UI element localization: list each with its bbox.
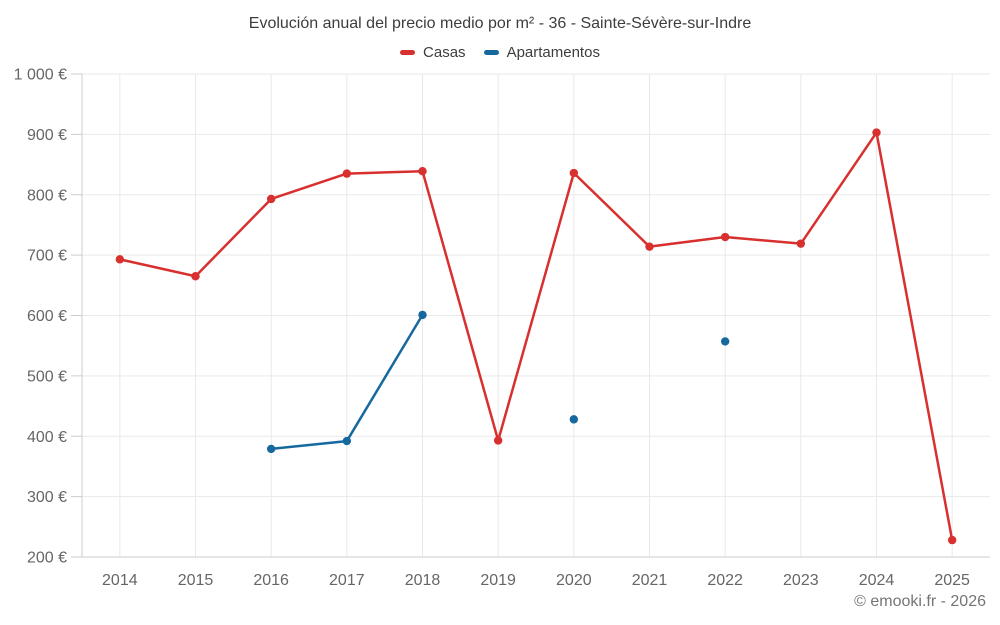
y-tick-label: 700 €: [27, 248, 67, 265]
legend-item-apartamentos[interactable]: Apartamentos: [483, 44, 600, 61]
series: [115, 128, 957, 545]
casas-series-swatch-icon: [400, 50, 416, 55]
series-apartamentos: [266, 310, 730, 454]
point-casas-2015[interactable]: [191, 272, 200, 281]
point-casas-2017[interactable]: [342, 169, 352, 178]
gridlines: [82, 73, 990, 557]
apartamentos-series-swatch-icon: [483, 50, 499, 55]
point-apartamentos-2020[interactable]: [569, 415, 579, 424]
legend-item-label: Casas: [423, 44, 466, 61]
y-tick-label: 200 €: [27, 550, 67, 567]
axes: [71, 73, 990, 558]
x-tick-label: 2019: [480, 572, 516, 589]
x-tick-label: 2018: [405, 572, 441, 589]
y-tick-label: 900 €: [27, 127, 67, 144]
point-apartamentos-2018[interactable]: [418, 310, 427, 320]
chart-legend: Casas Apartamentos: [0, 44, 1000, 61]
legend-item-label: Apartamentos: [506, 44, 600, 61]
x-tick-label: 2024: [859, 572, 895, 589]
point-casas-2020[interactable]: [569, 168, 579, 178]
x-tick-label: 2014: [102, 572, 138, 589]
legend-item-casas[interactable]: Casas: [400, 44, 466, 61]
point-apartamentos-2016[interactable]: [266, 444, 276, 454]
y-tick-label: 800 €: [27, 187, 67, 204]
x-tick-label: 2016: [253, 572, 289, 589]
point-casas-2022[interactable]: [720, 232, 730, 242]
point-casas-2023[interactable]: [796, 239, 806, 248]
y-tick-label: 300 €: [27, 489, 67, 506]
point-apartamentos-2022[interactable]: [720, 337, 730, 346]
point-casas-2025[interactable]: [947, 535, 957, 545]
point-casas-2016[interactable]: [266, 194, 276, 204]
point-apartamentos-2017[interactable]: [342, 436, 352, 446]
y-tick-label: 400 €: [27, 429, 67, 446]
chart-credit: © emooki.fr - 2026: [854, 593, 986, 610]
chart-title: Evolución anual del precio medio por m² …: [248, 15, 752, 32]
axis-labels: 200 € 300 € 400 € 500 € 600 € 700 € 800 € 900 €…: [14, 67, 970, 590]
point-casas-2018[interactable]: [418, 167, 427, 176]
x-tick-label: 2021: [632, 572, 668, 589]
x-tick-label: 2020: [556, 572, 592, 589]
x-tick-label: 2023: [783, 572, 819, 589]
point-casas-2014[interactable]: [115, 255, 125, 264]
point-casas-2024[interactable]: [872, 128, 881, 137]
series-casas: [115, 128, 957, 545]
point-casas-2019[interactable]: [493, 436, 503, 445]
y-tick-label: 1 000 €: [14, 67, 67, 84]
y-tick-label: 500 €: [27, 368, 67, 385]
x-tick-label: 2022: [707, 572, 743, 589]
x-tick-label: 2015: [178, 572, 214, 589]
y-tick-label: 600 €: [27, 308, 67, 325]
point-casas-2021[interactable]: [645, 242, 654, 251]
x-tick-label: 2025: [934, 572, 970, 589]
x-tick-label: 2017: [329, 572, 365, 589]
